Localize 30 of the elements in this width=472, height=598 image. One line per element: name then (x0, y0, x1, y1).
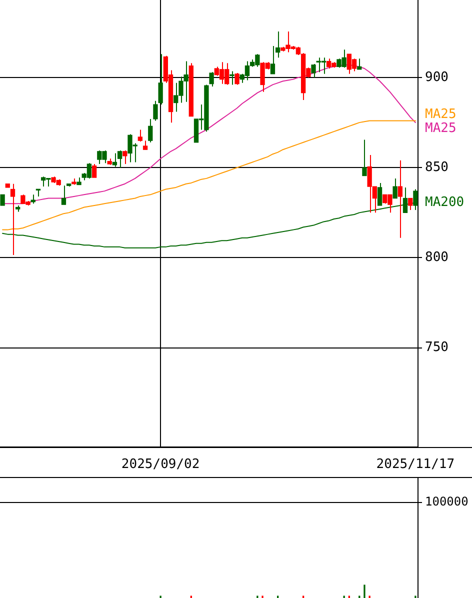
candlestick (362, 139, 367, 176)
y-tick-label: 750 (425, 340, 448, 356)
x-tick-label: 2025/09/02 (121, 457, 200, 472)
x-tick-label: 2025/11/17 (376, 457, 455, 472)
candlestick (153, 100, 158, 122)
candlestick (0, 194, 5, 206)
candlestick (30, 194, 36, 204)
candlestick (10, 183, 16, 256)
candlestick (142, 140, 148, 150)
y-tick-label: 800 (425, 250, 448, 266)
candlestick (122, 150, 128, 165)
candlestick (148, 118, 153, 143)
y-tick-label: 850 (425, 160, 448, 175)
y-tick-label: 900 (425, 70, 448, 85)
candlestick (230, 70, 234, 86)
candlestick (392, 178, 398, 199)
candlestick (311, 63, 316, 78)
text: 100000 (425, 494, 468, 509)
candlestick (234, 72, 240, 86)
candlestick (408, 198, 413, 210)
candlestick (158, 54, 163, 106)
candlestick (209, 72, 214, 88)
series-label: MA25 (425, 121, 456, 136)
candlestick (117, 150, 122, 168)
candlestick (92, 164, 97, 178)
candlestick (138, 129, 143, 142)
series-label: MA200 (425, 195, 464, 210)
series-label: MA25 (425, 107, 456, 122)
candlestick (398, 160, 402, 238)
candlestick (377, 182, 382, 206)
